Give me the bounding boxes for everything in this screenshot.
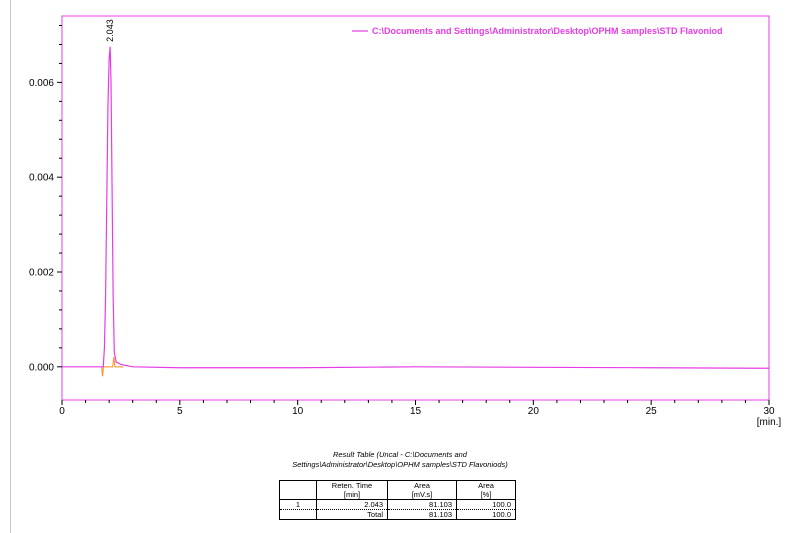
- header-no: [279, 480, 317, 500]
- result-table: Reten. Time [min] Area [mV.s] Area [%] 1…: [279, 480, 516, 520]
- retention-time-cell: 2.043: [316, 499, 388, 510]
- table-row: 1 2.043 81.103 100.0: [279, 499, 516, 510]
- legend-label: C:\Documents and Settings\Administrator\…: [372, 26, 723, 36]
- y-tick-label: 0.006: [29, 78, 54, 89]
- total-area-cell: 81.103: [387, 509, 457, 520]
- x-tick-label: 15: [410, 406, 422, 417]
- row-number: 1: [279, 499, 317, 510]
- axes-group: 0 5 10 15 20 25 30[min.] 0.000 0.002 0.004 0.006: [29, 15, 782, 428]
- x-axis-label: [min.]: [757, 417, 782, 428]
- window-left-border: [10, 0, 11, 533]
- x-tick-label: 30: [763, 406, 775, 417]
- total-area-percent-cell: 100.0: [456, 509, 516, 520]
- y-tick-label: 0.002: [29, 268, 54, 279]
- area-cell: 81.103: [387, 499, 457, 510]
- trace-group: [62, 46, 770, 377]
- row-number: [279, 509, 317, 520]
- table-total-row: Total 81.103 100.0: [279, 509, 516, 520]
- x-tick-label: 25: [646, 406, 658, 417]
- label-group: 2.043: [105, 19, 115, 42]
- header-area: Area [mV.s]: [387, 480, 457, 500]
- plot-frame: [61, 15, 770, 401]
- area-percent-cell: 100.0: [456, 499, 516, 510]
- x-tick-label: 0: [59, 406, 65, 417]
- peak-label: 2.043: [105, 19, 115, 42]
- header-area-percent: Area [%]: [456, 480, 516, 500]
- series-line: [62, 46, 770, 369]
- total-label-cell: Total: [316, 509, 388, 520]
- y-tick-label: 0.000: [29, 362, 54, 373]
- y-tick-label: 0.004: [29, 173, 54, 184]
- x-tick-label: 5: [177, 406, 183, 417]
- x-tick-label: 10: [292, 406, 304, 417]
- table-header-row: Reten. Time [min] Area [mV.s] Area [%]: [279, 480, 516, 500]
- result-table-title: Result Table (Uncal - C:\Documents and S…: [292, 450, 508, 469]
- header-reten-time: Reten. Time [min]: [316, 480, 388, 500]
- x-tick-label: 20: [528, 406, 540, 417]
- legend: C:\Documents and Settings\Administrator\…: [352, 26, 723, 36]
- secondary-trace-line: [101, 357, 124, 377]
